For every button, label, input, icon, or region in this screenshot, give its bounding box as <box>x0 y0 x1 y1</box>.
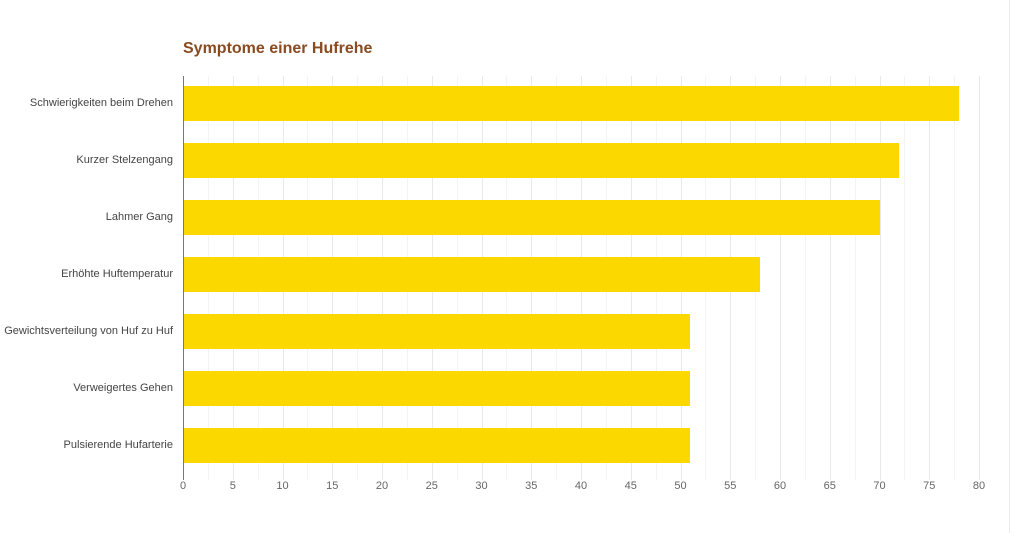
category-label: Gewichtsverteilung von Huf zu Huf <box>4 325 173 337</box>
category-label: Pulsierende Hufarterie <box>63 439 173 451</box>
bar[interactable] <box>183 371 691 406</box>
x-tick-label: 50 <box>674 480 687 492</box>
x-tick-label: 30 <box>475 480 488 492</box>
x-tick-label: 15 <box>326 480 339 492</box>
x-tick-label: 60 <box>773 480 787 492</box>
page-border <box>1009 0 1010 533</box>
gridline <box>954 76 956 480</box>
x-tick-label: 0 <box>179 480 187 492</box>
y-axis-line <box>183 76 184 480</box>
bar[interactable] <box>183 200 880 235</box>
gridline <box>979 76 980 480</box>
bar[interactable] <box>183 143 900 178</box>
x-tick-label: 35 <box>525 480 538 492</box>
gridline <box>929 76 931 480</box>
x-tick-label: 10 <box>276 480 289 492</box>
bar[interactable] <box>183 314 691 349</box>
x-tick-label: 45 <box>624 480 637 492</box>
category-label: Kurzer Stelzengang <box>76 154 173 166</box>
gridline <box>879 76 881 480</box>
gridline <box>780 76 781 480</box>
plot-area <box>183 76 980 480</box>
bar[interactable] <box>183 86 960 121</box>
gridline <box>829 76 831 480</box>
category-label: Schwierigkeiten beim Drehen <box>29 97 173 109</box>
x-tick-label: 5 <box>229 480 236 492</box>
x-tick-label: 20 <box>375 480 389 492</box>
chart-title: Symptome einer Hufrehe <box>183 40 373 57</box>
bar[interactable] <box>183 257 761 292</box>
x-tick-label: 55 <box>724 480 737 492</box>
x-tick-label: 25 <box>425 480 438 492</box>
gridline <box>904 76 906 480</box>
gridline <box>804 76 806 480</box>
x-tick-label: 65 <box>823 480 836 492</box>
bar[interactable] <box>183 428 691 463</box>
gridline <box>854 76 856 480</box>
x-tick-label: 75 <box>923 480 936 492</box>
category-label: Erhöhte Huftemperatur <box>61 268 173 280</box>
x-tick-label: 70 <box>873 480 886 492</box>
category-label: Verweigertes Gehen <box>73 382 173 394</box>
x-tick-label: 40 <box>574 480 588 492</box>
x-tick-label: 80 <box>972 480 986 492</box>
category-label: Lahmer Gang <box>105 211 173 223</box>
